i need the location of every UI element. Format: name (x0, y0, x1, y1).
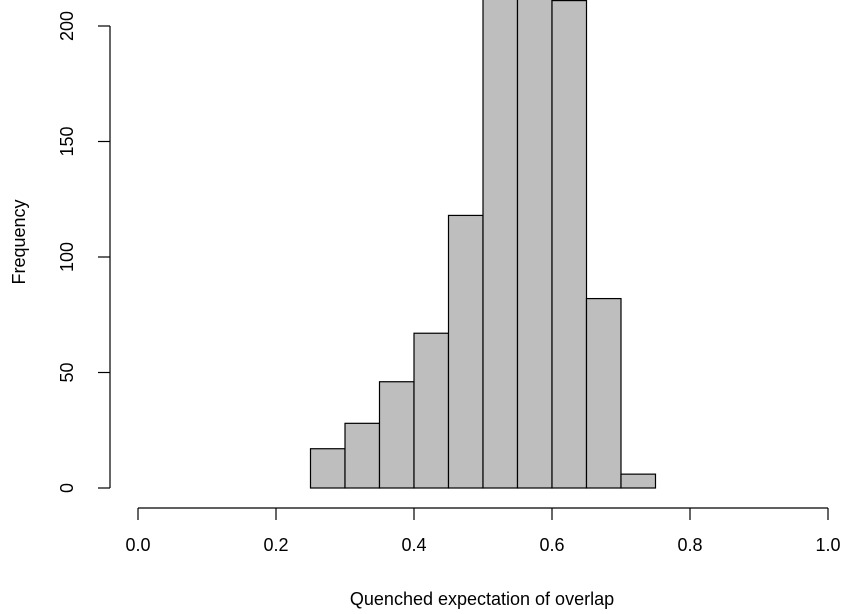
x-tick-label: 1.0 (815, 535, 840, 555)
histogram-bar (551, 0, 588, 489)
y-axis: 0 50 100 150 200 (57, 11, 111, 493)
histogram-bar (413, 332, 450, 489)
histogram-bar (344, 422, 381, 489)
x-tick-label: 0.4 (401, 535, 426, 555)
histogram-bar (447, 214, 484, 489)
bars-group (309, 0, 657, 489)
x-axis-title: Quenched expectation of overlap (350, 589, 614, 609)
histogram-bar (309, 448, 346, 489)
histogram-bar (516, 0, 553, 489)
y-tick-label: 200 (57, 11, 77, 41)
histogram-bar (482, 0, 519, 489)
y-axis-title: Frequency (9, 199, 29, 284)
y-tick-label: 0 (57, 483, 77, 493)
histogram-bar (378, 381, 415, 489)
x-tick-label: 0.6 (539, 535, 564, 555)
histogram-bar (620, 473, 657, 489)
y-tick-label: 50 (57, 362, 77, 382)
x-tick-label: 0.2 (263, 535, 288, 555)
histogram-bar (585, 297, 622, 489)
x-tick-label: 0.8 (677, 535, 702, 555)
y-tick-label: 100 (57, 242, 77, 272)
y-tick-label: 150 (57, 126, 77, 156)
x-tick-label: 0.0 (125, 535, 150, 555)
x-axis: 0.0 0.2 0.4 0.6 0.8 1.0 (125, 507, 841, 555)
